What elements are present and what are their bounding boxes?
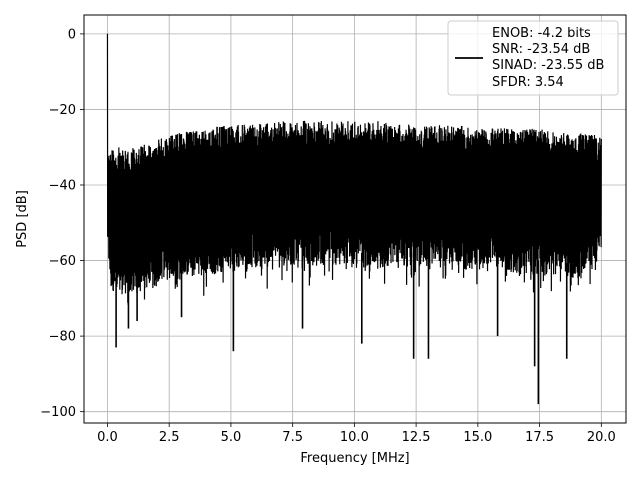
x-tick-label: 7.5 <box>282 430 303 445</box>
y-axis-label: PSD [dB] <box>15 190 30 248</box>
ticks: 0.0 2.5 5.0 7.5 10.0 12.5 15.0 17.5 20.0 0 −20 −40 −… <box>40 27 616 445</box>
legend-entry-line-2: SNR: -23.54 dB <box>492 42 590 57</box>
legend-entry-line-3: SINAD: -23.55 dB <box>492 58 604 73</box>
x-tick-label: 5.0 <box>221 430 242 445</box>
y-tick-label: 0 <box>68 27 76 42</box>
x-tick-label: 15.0 <box>463 430 492 445</box>
y-tick-label: −40 <box>49 179 76 194</box>
plot-data <box>106 33 602 405</box>
x-tick-label: 10.0 <box>340 430 369 445</box>
y-tick-label: −60 <box>49 254 76 269</box>
x-axis-label: Frequency [MHz] <box>300 451 409 466</box>
x-tick-label: 20.0 <box>587 430 616 445</box>
legend-entry-line-4: SFDR: 3.54 <box>492 75 564 90</box>
y-tick-label: −80 <box>49 330 76 345</box>
y-tick-label: −100 <box>40 405 76 420</box>
x-tick-label: 2.5 <box>159 430 180 445</box>
axes-frame <box>83 14 627 424</box>
legend-box <box>447 20 619 96</box>
y-tick-label: −20 <box>49 103 76 118</box>
x-tick-label: 12.5 <box>402 430 431 445</box>
legend-entry-line-1: ENOB: -4.2 bits <box>492 26 591 41</box>
legend: ENOB: -4.2 bits SNR: -23.54 dB SINAD: -2… <box>447 20 619 96</box>
x-tick-label: 17.5 <box>525 430 554 445</box>
psd-series-line <box>106 33 602 306</box>
x-tick-label: 0.0 <box>97 430 118 445</box>
